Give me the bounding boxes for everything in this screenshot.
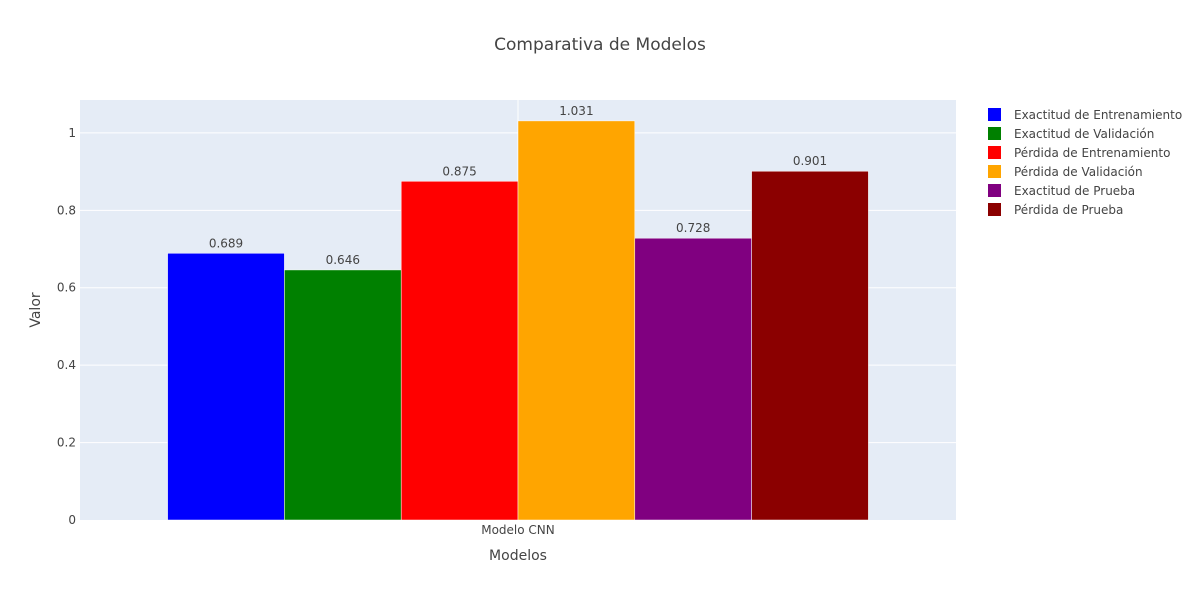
legend: Exactitud de Entrenamiento Exactitud de V…: [988, 108, 1182, 217]
bar-group: [167, 120, 869, 521]
y-tick-label: 0.8: [57, 203, 76, 217]
legend-swatch: [988, 184, 1001, 197]
legend-item[interactable]: Pérdida de Validación: [988, 165, 1143, 179]
bar[interactable]: [751, 170, 869, 521]
legend-item[interactable]: Exactitud de Validación: [988, 127, 1154, 141]
legend-swatch: [988, 146, 1001, 159]
bar[interactable]: [167, 253, 285, 521]
bar-value-label: 0.901: [793, 154, 827, 168]
legend-label: Pérdida de Validación: [1014, 165, 1143, 179]
legend-label: Exactitud de Entrenamiento: [1014, 108, 1182, 122]
y-tick-label: 0.4: [57, 358, 76, 372]
y-tick-label: 0.6: [57, 281, 76, 295]
legend-label: Pérdida de Entrenamiento: [1014, 146, 1170, 160]
legend-label: Exactitud de Validación: [1014, 127, 1154, 141]
y-axis-ticks: 0 0.2 0.4 0.6 0.8 1: [57, 126, 76, 527]
legend-swatch: [988, 203, 1001, 216]
bar-value-label: 0.875: [442, 164, 476, 178]
legend-item[interactable]: Pérdida de Entrenamiento: [988, 146, 1170, 160]
legend-item[interactable]: Exactitud de Entrenamiento: [988, 108, 1182, 122]
bar-value-label: 0.728: [676, 221, 710, 235]
legend-item[interactable]: Exactitud de Prueba: [988, 184, 1135, 198]
bar-value-label: 0.689: [209, 236, 243, 250]
y-tick-label: 1: [68, 126, 76, 140]
legend-label: Exactitud de Prueba: [1014, 184, 1135, 198]
y-axis-title: Valor: [28, 292, 44, 328]
x-tick-label: Modelo CNN: [481, 523, 555, 537]
bar-value-label: 0.646: [326, 253, 360, 267]
legend-item[interactable]: Pérdida de Prueba: [988, 203, 1123, 217]
data-labels: 0.689 0.646 0.875 1.031 0.728 0.901: [209, 104, 827, 267]
x-axis-title: Modelos: [489, 548, 547, 564]
bar[interactable]: [517, 120, 636, 521]
legend-swatch: [988, 165, 1001, 178]
legend-label: Pérdida de Prueba: [1014, 203, 1123, 217]
chart-title: Comparativa de Modelos: [494, 35, 706, 55]
y-tick-label: 0: [68, 513, 76, 527]
bar[interactable]: [284, 269, 402, 521]
legend-swatch: [988, 127, 1001, 140]
legend-swatch: [988, 108, 1001, 121]
y-tick-label: 0.2: [57, 436, 76, 450]
bar[interactable]: [400, 181, 519, 521]
x-axis-ticks: Modelo CNN: [481, 523, 555, 537]
bar[interactable]: [634, 237, 752, 521]
bar-value-label: 1.031: [559, 104, 593, 118]
